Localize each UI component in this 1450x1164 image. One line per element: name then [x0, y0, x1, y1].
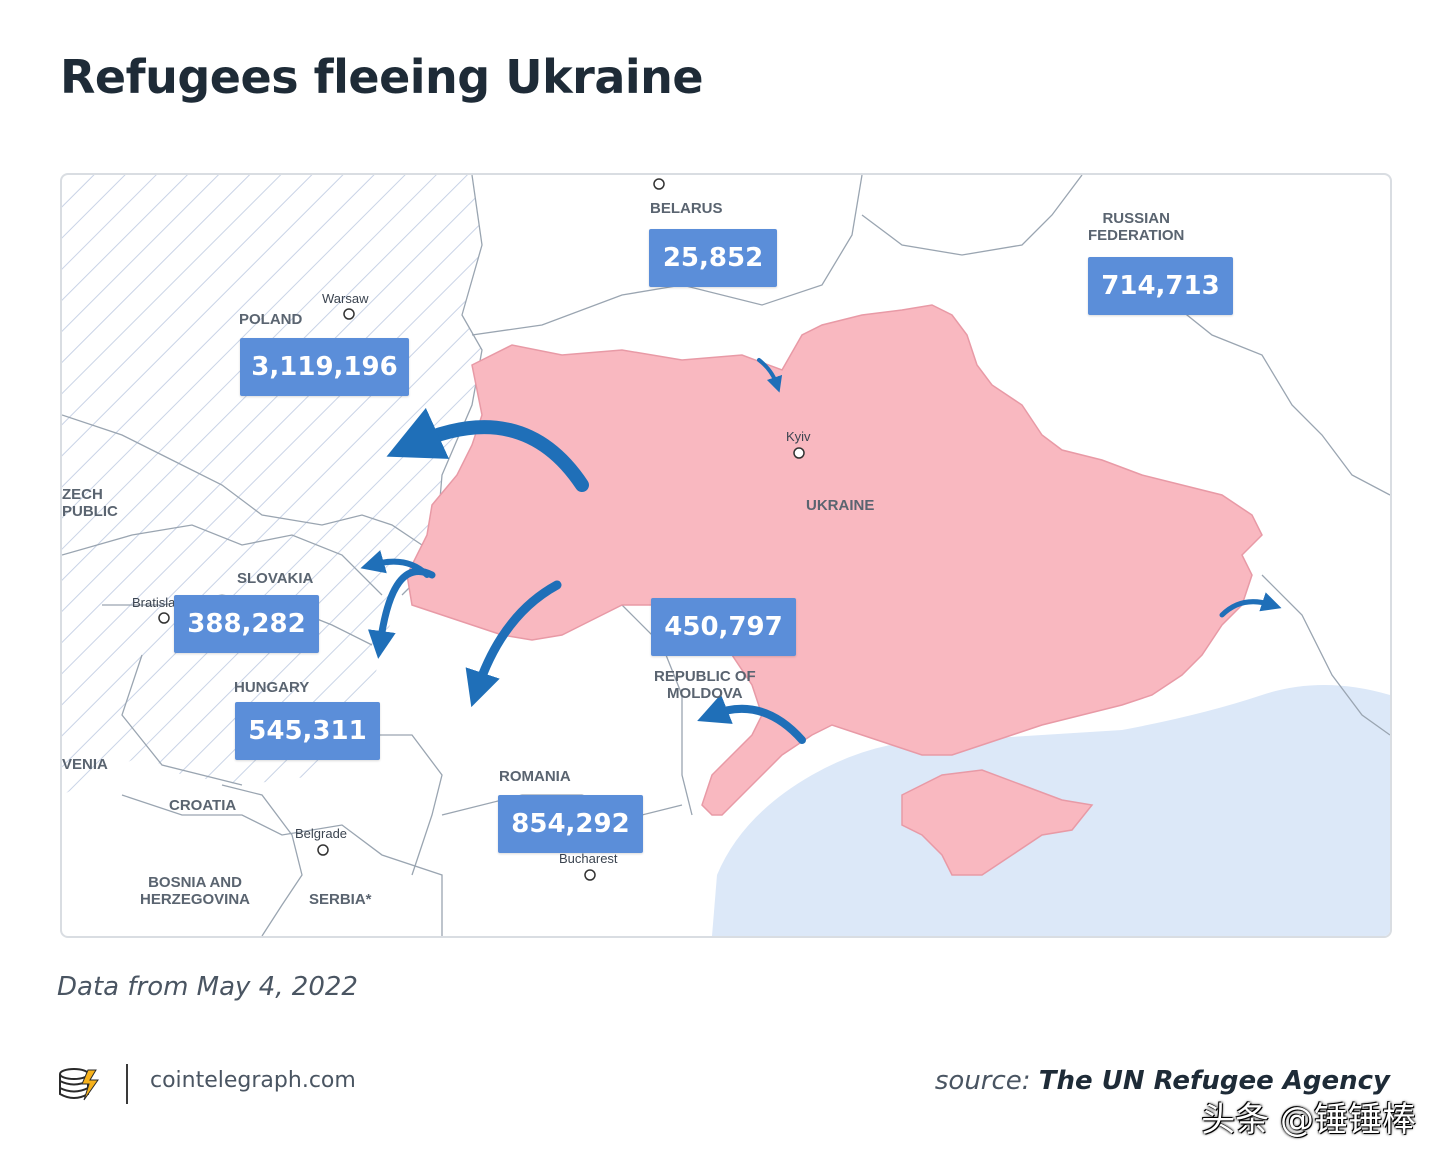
label-ukraine: UKRAINE [806, 497, 875, 514]
label-bosnia-line1: BOSNIA AND [148, 874, 242, 891]
page-title: Refugees fleeing Ukraine [60, 50, 704, 104]
source-name: The UN Refugee Agency [1038, 1066, 1390, 1096]
count-hungary: 545,311 [235, 702, 380, 760]
label-moldova: REPUBLIC OF MOLDOVA [654, 668, 756, 702]
label-slovenia: VENIA [62, 756, 108, 773]
label-czech: ZECH PUBLIC [62, 486, 118, 520]
label-serbia: SERBIA* [309, 891, 372, 908]
label-belarus: BELARUS [650, 200, 723, 217]
label-bosnia: BOSNIA AND HERZEGOVINA [140, 874, 250, 908]
data-date-note: Data from May 4, 2022 [57, 972, 358, 1002]
city-belgrade: Belgrade [295, 826, 348, 841]
label-croatia: CROATIA [169, 797, 237, 814]
watermark: 头条 @锤锤棒 [1201, 1100, 1416, 1140]
label-russia-line2: FEDERATION [1088, 227, 1185, 244]
city-kyiv: Kyiv [786, 429, 811, 444]
label-slovakia: SLOVAKIA [237, 570, 314, 587]
ukraine-shape [406, 304, 1263, 816]
belgrade-marker [317, 844, 329, 856]
map[interactable]: BELARUS RUSSIAN FEDERATION POLAND ZECH P… [60, 173, 1392, 938]
count-russia: 714,713 [1088, 257, 1233, 315]
footer-divider [126, 1064, 128, 1104]
refugee-flow-arrows [360, 358, 1282, 744]
bratislava-marker [158, 612, 170, 624]
city-warsaw: Warsaw [322, 291, 369, 306]
warsaw-marker [343, 308, 355, 320]
count-moldova: 450,797 [651, 598, 796, 656]
label-czech-line1: ZECH [62, 486, 103, 503]
source-credit: source: The UN Refugee Agency [935, 1066, 1390, 1096]
label-moldova-line2: MOLDOVA [667, 685, 743, 702]
site-url[interactable]: cointelegraph.com [150, 1068, 356, 1093]
label-czech-line2: PUBLIC [62, 503, 118, 520]
label-poland: POLAND [239, 311, 303, 328]
count-slovakia: 388,282 [174, 595, 319, 653]
label-russia-line1: RUSSIAN [1102, 210, 1170, 227]
count-poland: 3,119,196 [240, 338, 409, 396]
minsk-marker [653, 178, 665, 190]
crimea-shape [901, 769, 1094, 876]
count-romania: 854,292 [498, 795, 643, 853]
city-markers [158, 178, 805, 881]
label-bosnia-line2: HERZEGOVINA [140, 891, 251, 908]
cointelegraph-logo-icon [58, 1064, 100, 1104]
label-moldova-line1: REPUBLIC OF [654, 668, 756, 685]
label-hungary: HUNGARY [234, 679, 310, 696]
label-russia: RUSSIAN FEDERATION [1088, 210, 1184, 244]
label-romania: ROMANIA [499, 768, 571, 785]
map-canvas [62, 175, 1390, 936]
source-prefix: source: [934, 1066, 1031, 1096]
count-belarus: 25,852 [649, 229, 777, 287]
city-bucharest: Bucharest [559, 851, 618, 866]
bucharest-marker [584, 869, 596, 881]
kyiv-marker [793, 447, 805, 459]
